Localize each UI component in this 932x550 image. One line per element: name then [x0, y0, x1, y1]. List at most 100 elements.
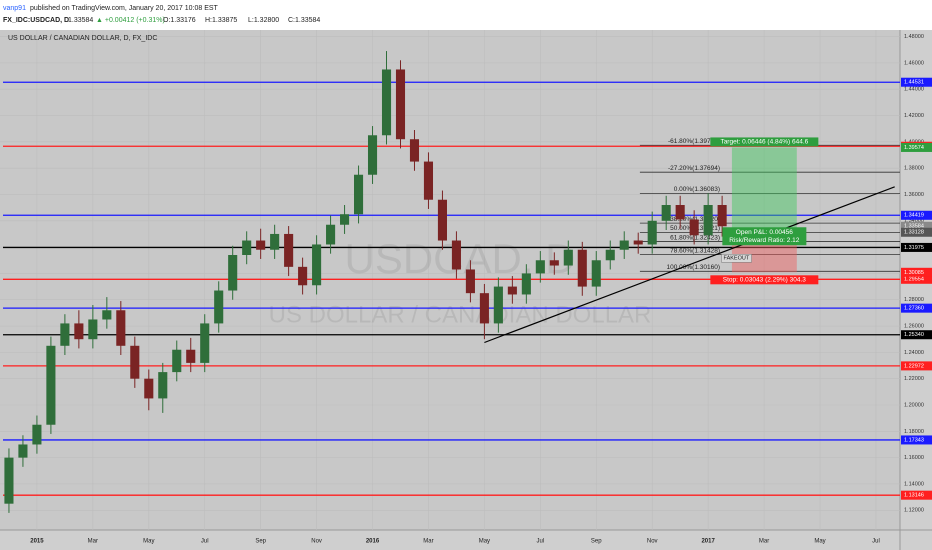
candle-body: [144, 378, 154, 399]
candle-body: [354, 174, 364, 215]
x-tick-label: May: [479, 539, 490, 545]
x-tick-label: Jul: [872, 539, 880, 545]
price-label: 1.44531: [904, 80, 924, 86]
fib-label: 100.00%(1.30160): [667, 264, 721, 271]
price-label-bg: [901, 142, 932, 152]
y-tick-label: 1.28000: [904, 297, 924, 303]
x-tick-label: Sep: [255, 539, 266, 545]
stop-label: Stop: 0.03043 (2.29%) 304.3: [723, 277, 807, 284]
published: published on TradingView.com, January 20…: [30, 5, 219, 12]
candle-body: [591, 260, 601, 287]
candle-body: [270, 233, 280, 250]
price-label-bg: [901, 227, 932, 237]
candle-body: [689, 219, 699, 236]
price-label: 1.34419: [904, 213, 924, 219]
fib-label: -27.20%(1.37694): [668, 165, 720, 172]
candle-body: [298, 266, 308, 286]
price-label: 1.17343: [904, 437, 924, 443]
y-tick-label: 1.20000: [904, 402, 924, 408]
candle-body: [186, 349, 196, 363]
x-tick-label: 2016: [366, 539, 380, 545]
header-bg: [0, 0, 932, 30]
candle-body: [479, 293, 489, 324]
price-label: 1.33584: [904, 224, 924, 230]
candle-body: [200, 323, 210, 363]
x-tick-label: Jul: [536, 539, 544, 545]
y-tick-label: 1.36000: [904, 192, 924, 198]
x-tick-label: Sep: [591, 539, 602, 545]
price-label-bg: [901, 210, 932, 220]
change: ▲ +0.00412 (+0.31%): [96, 17, 165, 24]
x-tick-label: May: [143, 539, 154, 545]
y-tick-label: 1.46000: [904, 60, 924, 66]
note-label: FAKEOUT: [724, 256, 750, 262]
candle-body: [619, 240, 629, 250]
candle-body: [661, 205, 671, 221]
candle-body: [409, 139, 420, 162]
candle-body: [493, 286, 503, 324]
price-label: 1.30085: [904, 270, 924, 276]
symbol: FX_IDC:USDCAD, D: [3, 17, 69, 24]
price-label-bg: [901, 77, 932, 87]
x-tick-label: 2015: [30, 539, 44, 545]
trendline: [484, 186, 895, 344]
chart-title: US DOLLAR / CANADIAN DOLLAR, D, FX_IDC: [8, 35, 157, 42]
ohlc-open: O:1.33176: [163, 17, 196, 24]
candle-body: [465, 269, 475, 294]
y-tick-label: 1.18000: [904, 429, 924, 435]
candle-body: [256, 240, 266, 250]
price-label-bg: [901, 274, 932, 284]
y-tick-label: 1.16000: [904, 455, 924, 461]
price-label-bg: [901, 242, 932, 252]
candle-body: [367, 135, 378, 175]
candle-body: [130, 345, 140, 379]
candle-body: [381, 69, 392, 136]
y-tick-label: 1.14000: [904, 481, 924, 487]
target-zone: [731, 147, 797, 233]
candle-body: [18, 444, 28, 458]
y-tick-label: 1.26000: [904, 324, 924, 330]
price-label-bg: [901, 435, 932, 445]
candle-body: [102, 310, 112, 320]
price-label: 1.29554: [904, 277, 924, 283]
y-tick-label: 1.12000: [904, 508, 924, 514]
x-tick-label: May: [814, 539, 825, 545]
candle-body: [521, 273, 531, 295]
x-tick-label: Jul: [201, 539, 209, 545]
price-label: 1.22972: [904, 363, 924, 369]
candle-body: [437, 199, 447, 241]
candle-body: [4, 457, 14, 504]
price-label-bg: [901, 303, 932, 313]
y-tick-label: 1.38000: [904, 166, 924, 172]
candle-body: [675, 205, 685, 220]
candle-body: [549, 260, 559, 266]
fib-label: 78.60%(1.31428): [670, 247, 720, 254]
candle-body: [326, 224, 336, 245]
last-price: 1.33584: [68, 17, 93, 24]
candle-body: [633, 240, 643, 245]
candle-body: [284, 233, 294, 267]
note-bg: [721, 254, 752, 263]
ohlc-low: L:1.32800: [248, 17, 279, 24]
target-label: Target: 0.06446 (4.84%) 644.6: [720, 139, 808, 146]
x-tick-label: Mar: [759, 539, 769, 545]
candle-body: [158, 372, 168, 399]
y-tick-label: 1.24000: [904, 350, 924, 356]
candle-body: [703, 205, 713, 236]
candle-body: [88, 319, 98, 340]
price-label: 1.27360: [904, 306, 924, 312]
price-label: 1.25340: [904, 332, 924, 338]
candle-body: [647, 220, 657, 245]
price-label-bg: [901, 330, 932, 340]
y-tick-label: 1.44000: [904, 87, 924, 93]
price-label-bg: [901, 490, 932, 500]
y-tick-label: 1.22000: [904, 376, 924, 382]
candle-body: [451, 240, 461, 270]
y-tick-label: 1.42000: [904, 113, 924, 119]
author[interactable]: vanp91: [3, 5, 26, 12]
x-tick-label: 2017: [701, 539, 715, 545]
candle-body: [46, 345, 56, 425]
candle-body: [423, 161, 434, 200]
candle-body: [74, 323, 84, 340]
